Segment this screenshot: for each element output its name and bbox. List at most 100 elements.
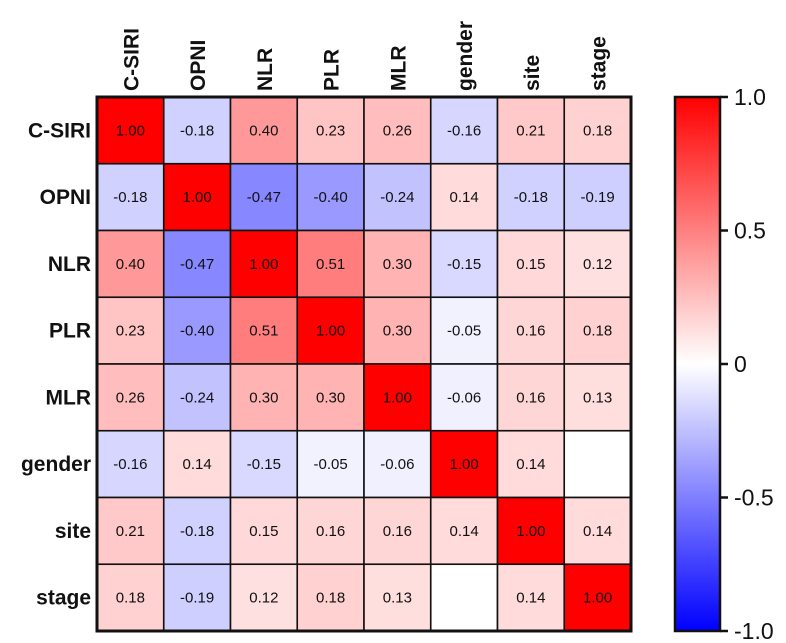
cell-value: 0.26 [116,389,145,406]
heatmap-cell [229,229,299,299]
heatmap-cell [162,229,232,299]
heatmap-cell [563,429,632,499]
cell-value: 0.40 [116,256,145,273]
heatmap-cell [96,496,165,566]
cell-value: 0.15 [516,256,545,273]
heatmap-cell [429,563,499,632]
heatmap-cells [96,96,632,632]
column-label: OPNI [187,40,210,91]
cell-value: 1.00 [450,456,479,473]
cell-value: 0.18 [316,590,345,607]
cell-value: 0.13 [583,389,612,406]
column-label: NLR [254,48,277,91]
heatmap-cell [296,229,365,299]
colorbar-tick-label: -0.5 [734,485,774,511]
cell-value: -0.19 [180,590,214,607]
cell-value: 0.18 [116,590,145,607]
cell-value: -0.18 [180,122,214,139]
cell-value: 1.00 [516,523,545,540]
cell-value: 0.51 [316,256,345,273]
colorbar-tick-label: 1.0 [734,84,766,110]
cell-value: 0.30 [249,389,278,406]
heatmap-cell [496,496,566,566]
heatmap-frame [95,95,633,633]
heatmap-cell [162,496,232,566]
heatmap-cell [563,96,632,165]
cell-value: 0.16 [383,523,412,540]
heatmap-cell [162,162,232,232]
cell-value: 1.00 [183,189,212,206]
colorbar [673,95,722,633]
cell-value: 1.00 [583,590,612,607]
column-label: gender [454,21,477,91]
heatmap-cell [429,162,499,232]
cell-value: -0.06 [380,456,414,473]
row-label: NLR [48,253,91,276]
cell-value: -0.05 [314,456,348,473]
cell-value: -0.47 [180,256,214,273]
cell-value: 0.14 [583,523,612,540]
cell-value: 0.16 [516,323,545,340]
cell-value: 0.14 [183,456,212,473]
colorbar-ticks: 1.0 0.5 0 -0.5 -1.0 [720,84,774,643]
heatmap-cell [296,296,365,365]
colorbar-tick-label: -1.0 [734,618,774,643]
cell-value: 0.40 [249,122,278,139]
column-label: PLR [321,49,344,91]
cell-value: -0.15 [447,256,481,273]
cell-value: -0.18 [514,189,548,206]
cell-value: -0.16 [447,122,481,139]
cell-value: 0.51 [249,323,278,340]
cell-value: 0.13 [383,590,412,607]
row-label: C-SIRI [28,119,91,142]
cell-value: 1.00 [383,389,412,406]
heatmap-cell [429,229,499,299]
heatmap-cell [296,363,365,432]
heatmap-cell [229,429,299,499]
cell-value: -0.06 [447,389,481,406]
cell-value: 0.14 [516,590,545,607]
cell-value: 0.21 [116,523,145,540]
row-labels: C-SIRI OPNI NLR PLR MLR gender site stage [21,119,91,609]
cell-value: 0.16 [516,389,545,406]
heatmap-cell [162,429,232,499]
heatmap-cell [563,363,632,432]
cell-value: 0.12 [249,590,278,607]
cell-value: -0.47 [247,189,281,206]
cell-value: 0.23 [116,323,145,340]
cell-value: 0.14 [450,523,479,540]
row-label: MLR [46,386,92,409]
cell-value: 0.21 [516,122,545,139]
cell-value: 0.23 [316,122,345,139]
cell-value: 0.30 [383,323,412,340]
cell-value: -0.40 [314,189,348,206]
heatmap-cell [363,296,432,365]
column-label: MLR [387,46,410,92]
cell-value: 0.30 [383,256,412,273]
column-labels: C-SIRI OPNI NLR PLR MLR gender site stage [120,21,610,91]
cell-value: 0.14 [450,189,479,206]
heatmap-cell [96,563,165,632]
row-label: OPNI [40,186,91,209]
heatmap-cell [363,429,432,499]
heatmap-cell [296,563,365,632]
cell-value: -0.24 [380,189,414,206]
heatmap-cell [296,162,365,232]
cell-value: -0.18 [180,523,214,540]
heatmap-cell [496,229,566,299]
heatmap-cell [229,296,299,365]
column-label: stage [588,36,611,91]
cell-value: -0.19 [581,189,615,206]
heatmap-values: 1.00 -0.18 0.40 0.23 0.26 -0.16 0.21 0.18 -0.18 1… [113,122,614,606]
cell-value: 0.14 [516,456,545,473]
heatmap-cell [296,496,365,566]
heatmap-cell [363,363,432,432]
cell-value: 0.16 [316,523,345,540]
colorbar-tick-label: 0 [734,351,747,377]
cell-value: -0.40 [180,323,214,340]
row-label: gender [21,453,91,476]
cell-value: -0.15 [247,456,281,473]
column-label: site [521,55,544,91]
heatmap-cell [429,429,499,499]
heatmap-cell [496,563,566,632]
